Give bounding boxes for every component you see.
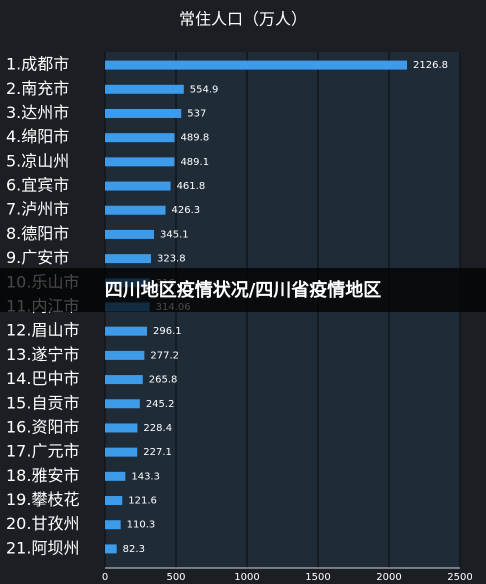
bar	[105, 447, 138, 457]
value-label: 227.1	[143, 447, 172, 458]
value-label: 537	[187, 108, 206, 119]
y-tick-label: 1.成都市	[6, 55, 69, 74]
y-tick-label: 2.南充市	[6, 79, 69, 98]
chart-title: 常住人口（万人）	[179, 10, 307, 29]
value-label: 277.2	[150, 350, 179, 361]
y-tick-label: 21.阿坝州	[6, 538, 79, 557]
y-tick-label: 14.巴中市	[6, 369, 79, 388]
bar	[105, 544, 117, 554]
x-tick-label: 1000	[234, 572, 259, 583]
y-tick-label: 18.雅安市	[6, 466, 79, 485]
value-label: 489.1	[180, 157, 209, 168]
x-tick-label: 0	[102, 572, 108, 583]
y-tick-label: 12.眉山市	[6, 321, 79, 340]
value-label: 426.3	[172, 205, 201, 216]
value-label: 265.8	[149, 375, 178, 386]
y-tick-label: 9.广安市	[6, 248, 69, 267]
bar	[105, 326, 148, 336]
x-tick-label: 2500	[447, 572, 472, 583]
y-tick-label: 5.凉山州	[6, 151, 69, 170]
bar	[105, 471, 126, 481]
bar	[105, 423, 138, 433]
bar	[105, 254, 151, 264]
y-tick-label: 17.广元市	[6, 442, 79, 461]
bar	[105, 350, 145, 360]
value-label: 245.2	[146, 399, 175, 410]
bar	[105, 60, 408, 70]
bar	[105, 229, 155, 239]
y-tick-label: 19.攀枝花	[6, 490, 79, 509]
value-label: 296.1	[153, 326, 182, 337]
y-tick-label: 13.遂宁市	[6, 345, 79, 364]
y-tick-label: 3.达州市	[6, 103, 69, 122]
value-label: 121.6	[128, 496, 157, 507]
value-label: 345.1	[160, 229, 189, 240]
bar	[105, 205, 166, 215]
overlay-text: 四川地区疫情状况/四川省疫情地区	[105, 279, 382, 301]
y-tick-label: 15.自贡市	[6, 393, 79, 412]
value-label: 143.3	[131, 471, 160, 482]
value-label: 554.9	[190, 84, 219, 95]
value-label: 82.3	[123, 544, 145, 555]
value-label: 461.8	[177, 181, 206, 192]
value-label: 323.8	[157, 254, 186, 265]
bar	[105, 108, 182, 118]
value-label: 228.4	[143, 423, 172, 434]
bar	[105, 133, 175, 143]
y-tick-label: 6.宜宾市	[6, 176, 69, 195]
y-tick-label: 7.泸州市	[6, 200, 69, 219]
bar	[105, 399, 140, 409]
overlay-band	[0, 268, 486, 312]
x-tick-label: 2000	[376, 572, 401, 583]
y-tick-label: 20.甘孜州	[6, 514, 79, 533]
bar	[105, 375, 143, 385]
x-tick-label: 1500	[305, 572, 330, 583]
value-label: 110.3	[127, 520, 156, 531]
bar	[105, 496, 123, 506]
x-tick-label: 500	[166, 572, 185, 583]
bar	[105, 157, 175, 167]
y-tick-label: 16.资阳市	[6, 417, 79, 436]
bar	[105, 84, 184, 94]
value-label: 489.8	[181, 133, 210, 144]
y-tick-label: 4.绵阳市	[6, 127, 69, 146]
bar	[105, 520, 121, 530]
y-tick-label: 8.德阳市	[6, 224, 69, 243]
bar	[105, 181, 171, 191]
value-label: 2126.8	[413, 60, 448, 71]
